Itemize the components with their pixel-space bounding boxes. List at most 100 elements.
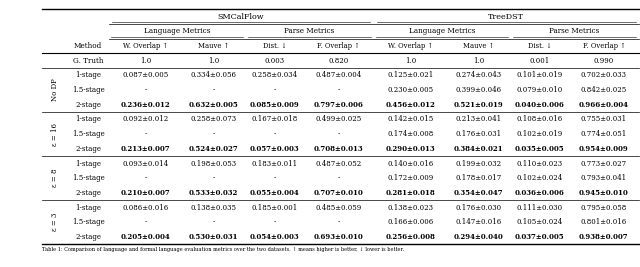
Text: No DP: No DP bbox=[51, 79, 59, 101]
Text: 1-stage: 1-stage bbox=[75, 116, 101, 123]
Text: Mauve ↑: Mauve ↑ bbox=[198, 42, 229, 50]
Text: 0.086±0.016: 0.086±0.016 bbox=[122, 204, 168, 211]
Text: 0.138±0.023: 0.138±0.023 bbox=[388, 204, 433, 211]
Text: 0.258±0.034: 0.258±0.034 bbox=[252, 72, 298, 79]
Text: 0.990: 0.990 bbox=[594, 57, 614, 65]
Text: 0.138±0.035: 0.138±0.035 bbox=[191, 204, 237, 211]
Text: F. Overlap ↑: F. Overlap ↑ bbox=[317, 42, 360, 50]
Text: 0.354±0.047: 0.354±0.047 bbox=[454, 189, 504, 197]
Text: 0.213±0.007: 0.213±0.007 bbox=[120, 145, 170, 153]
Text: 0.707±0.010: 0.707±0.010 bbox=[314, 189, 364, 197]
Text: 0.037±0.005: 0.037±0.005 bbox=[515, 233, 564, 241]
Text: TreeDST: TreeDST bbox=[488, 13, 524, 21]
Text: 0.172±0.009: 0.172±0.009 bbox=[387, 174, 434, 182]
Text: 0.085±0.009: 0.085±0.009 bbox=[250, 101, 300, 109]
Text: -: - bbox=[212, 86, 215, 94]
Text: 2-stage: 2-stage bbox=[75, 145, 101, 153]
Text: 0.101±0.019: 0.101±0.019 bbox=[516, 72, 563, 79]
Text: Mauve ↑: Mauve ↑ bbox=[463, 42, 495, 50]
Text: 0.087±0.005: 0.087±0.005 bbox=[122, 72, 168, 79]
Text: 0.524±0.027: 0.524±0.027 bbox=[189, 145, 239, 153]
Text: 0.003: 0.003 bbox=[264, 57, 285, 65]
Text: 0.842±0.025: 0.842±0.025 bbox=[580, 86, 627, 94]
Text: 0.281±0.018: 0.281±0.018 bbox=[386, 189, 435, 197]
Text: 2-stage: 2-stage bbox=[75, 101, 101, 109]
Text: 0.294±0.040: 0.294±0.040 bbox=[454, 233, 504, 241]
Text: 0.147±0.016: 0.147±0.016 bbox=[456, 218, 502, 226]
Text: 0.102±0.019: 0.102±0.019 bbox=[516, 130, 563, 138]
Text: 0.533±0.032: 0.533±0.032 bbox=[189, 189, 239, 197]
Text: 1-stage: 1-stage bbox=[75, 72, 101, 79]
Text: W. Overlap ↑: W. Overlap ↑ bbox=[388, 42, 433, 50]
Text: -: - bbox=[338, 218, 340, 226]
Text: 0.521±0.019: 0.521±0.019 bbox=[454, 101, 504, 109]
Text: 0.210±0.007: 0.210±0.007 bbox=[120, 189, 170, 197]
Text: 1.5-stage: 1.5-stage bbox=[72, 130, 104, 138]
Text: 0.036±0.006: 0.036±0.006 bbox=[515, 189, 564, 197]
Text: 0.176±0.031: 0.176±0.031 bbox=[456, 130, 502, 138]
Text: 0.632±0.005: 0.632±0.005 bbox=[189, 101, 239, 109]
Text: -: - bbox=[144, 86, 147, 94]
Text: 0.102±0.024: 0.102±0.024 bbox=[516, 174, 563, 182]
Text: 0.105±0.024: 0.105±0.024 bbox=[516, 218, 563, 226]
Text: -: - bbox=[273, 218, 276, 226]
Text: 0.183±0.011: 0.183±0.011 bbox=[252, 160, 298, 167]
Text: 0.530±0.031: 0.530±0.031 bbox=[189, 233, 239, 241]
Text: 0.384±0.021: 0.384±0.021 bbox=[454, 145, 504, 153]
Text: 0.774±0.051: 0.774±0.051 bbox=[580, 130, 627, 138]
Text: 0.199±0.032: 0.199±0.032 bbox=[456, 160, 502, 167]
Text: Parse Metrics: Parse Metrics bbox=[284, 28, 335, 35]
Text: -: - bbox=[144, 174, 147, 182]
Text: 0.125±0.021: 0.125±0.021 bbox=[387, 72, 434, 79]
Text: -: - bbox=[144, 218, 147, 226]
Text: -: - bbox=[338, 130, 340, 138]
Text: 0.945±0.010: 0.945±0.010 bbox=[579, 189, 628, 197]
Text: 0.230±0.005: 0.230±0.005 bbox=[387, 86, 433, 94]
Text: 0.797±0.006: 0.797±0.006 bbox=[314, 101, 364, 109]
Text: 0.256±0.008: 0.256±0.008 bbox=[385, 233, 435, 241]
Text: 0.954±0.009: 0.954±0.009 bbox=[579, 145, 628, 153]
Text: 0.236±0.012: 0.236±0.012 bbox=[120, 101, 170, 109]
Text: 0.054±0.003: 0.054±0.003 bbox=[250, 233, 300, 241]
Text: 0.290±0.013: 0.290±0.013 bbox=[386, 145, 435, 153]
Text: 0.755±0.031: 0.755±0.031 bbox=[581, 116, 627, 123]
Text: 0.456±0.012: 0.456±0.012 bbox=[385, 101, 435, 109]
Text: 1.0: 1.0 bbox=[140, 57, 151, 65]
Text: 0.487±0.004: 0.487±0.004 bbox=[316, 72, 362, 79]
Text: 0.485±0.059: 0.485±0.059 bbox=[316, 204, 362, 211]
Text: Language Metrics: Language Metrics bbox=[144, 28, 210, 35]
Text: 0.399±0.046: 0.399±0.046 bbox=[456, 86, 502, 94]
Text: Dist. ↓: Dist. ↓ bbox=[528, 42, 552, 50]
Text: ε = 16: ε = 16 bbox=[51, 123, 59, 146]
Text: 0.938±0.007: 0.938±0.007 bbox=[579, 233, 628, 241]
Text: 0.001: 0.001 bbox=[529, 57, 550, 65]
Text: 0.166±0.006: 0.166±0.006 bbox=[387, 218, 434, 226]
Text: ε = 8: ε = 8 bbox=[51, 169, 59, 187]
Text: 0.801±0.016: 0.801±0.016 bbox=[580, 218, 627, 226]
Text: 0.213±0.041: 0.213±0.041 bbox=[456, 116, 502, 123]
Text: -: - bbox=[212, 130, 215, 138]
Text: Language Metrics: Language Metrics bbox=[409, 28, 475, 35]
Text: 0.773±0.027: 0.773±0.027 bbox=[581, 160, 627, 167]
Text: 0.176±0.030: 0.176±0.030 bbox=[456, 204, 502, 211]
Text: Dist. ↓: Dist. ↓ bbox=[262, 42, 287, 50]
Text: 0.708±0.013: 0.708±0.013 bbox=[314, 145, 364, 153]
Text: 0.198±0.053: 0.198±0.053 bbox=[191, 160, 237, 167]
Text: 0.793±0.041: 0.793±0.041 bbox=[581, 174, 627, 182]
Text: 1.5-stage: 1.5-stage bbox=[72, 218, 104, 226]
Text: -: - bbox=[338, 174, 340, 182]
Text: 0.499±0.025: 0.499±0.025 bbox=[316, 116, 362, 123]
Text: -: - bbox=[212, 218, 215, 226]
Text: 1.5-stage: 1.5-stage bbox=[72, 86, 104, 94]
Text: 0.274±0.043: 0.274±0.043 bbox=[456, 72, 502, 79]
Text: 0.702±0.033: 0.702±0.033 bbox=[581, 72, 627, 79]
Text: 1.0: 1.0 bbox=[473, 57, 484, 65]
Text: 0.055±0.004: 0.055±0.004 bbox=[250, 189, 300, 197]
Text: 0.079±0.010: 0.079±0.010 bbox=[516, 86, 563, 94]
Text: 0.140±0.016: 0.140±0.016 bbox=[387, 160, 434, 167]
Text: 0.057±0.003: 0.057±0.003 bbox=[250, 145, 300, 153]
Text: 0.258±0.073: 0.258±0.073 bbox=[191, 116, 237, 123]
Text: 0.110±0.023: 0.110±0.023 bbox=[516, 160, 563, 167]
Text: 0.167±0.018: 0.167±0.018 bbox=[252, 116, 298, 123]
Text: G. Truth: G. Truth bbox=[73, 57, 103, 65]
